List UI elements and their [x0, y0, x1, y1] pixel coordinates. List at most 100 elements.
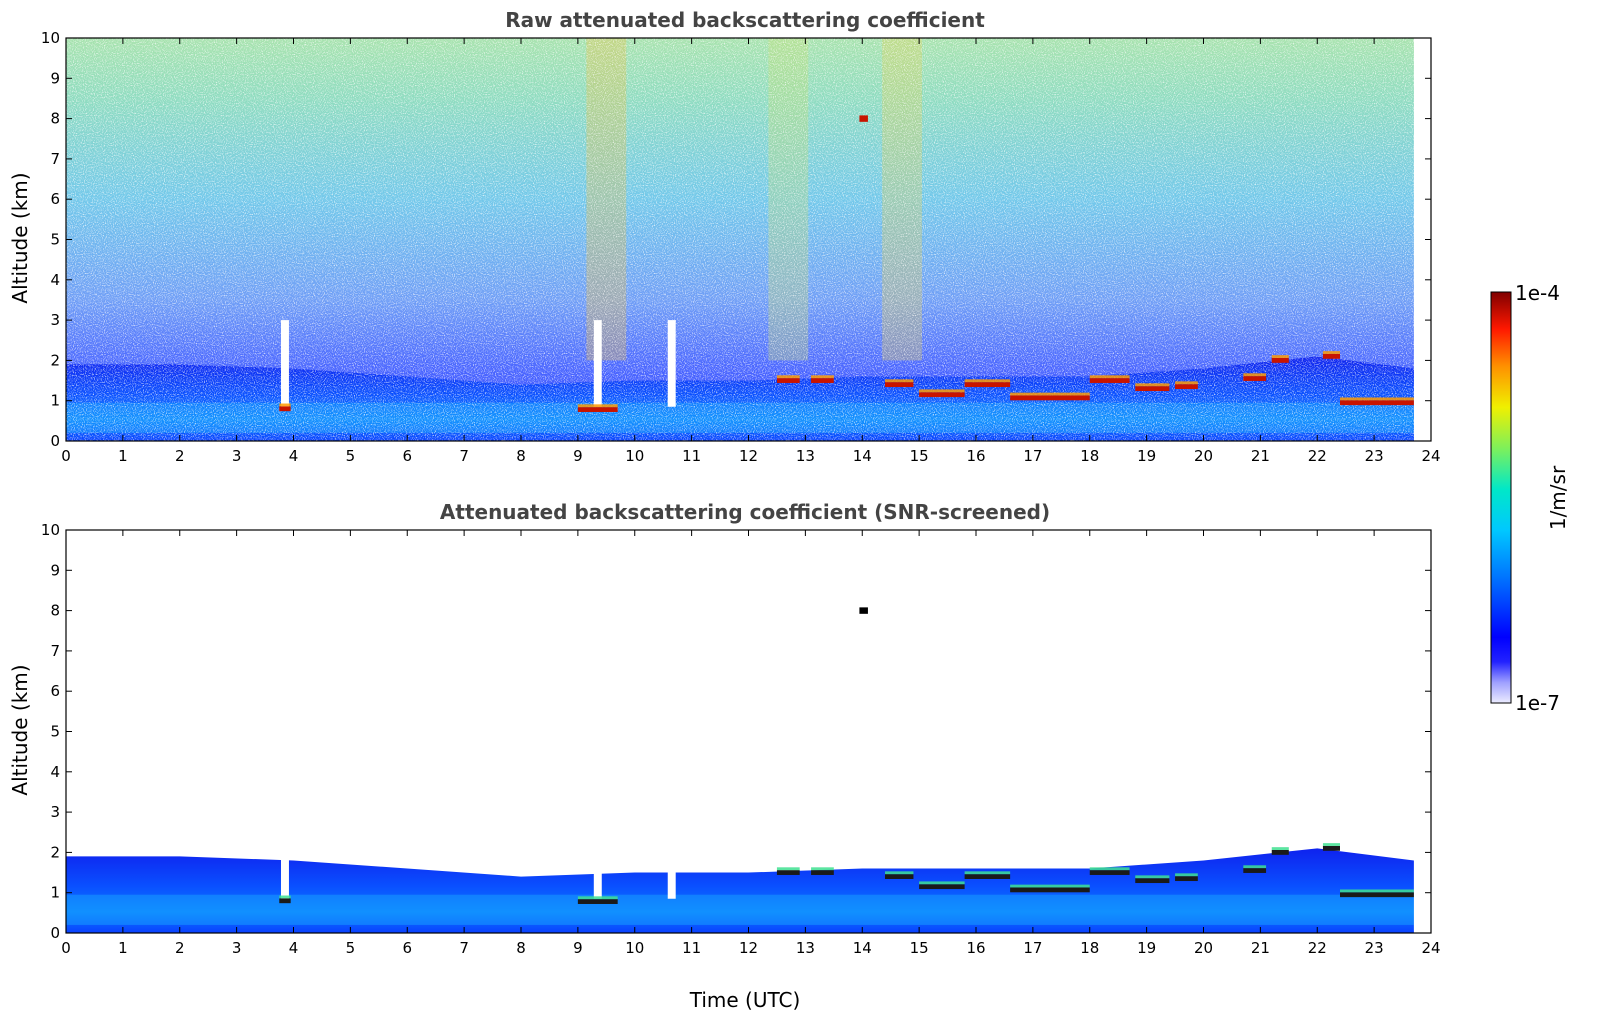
cloud-edge-11	[1243, 865, 1267, 869]
y-tick-label: 7	[50, 642, 60, 660]
colorbar-unit-label: 1/m/sr	[1546, 465, 1570, 530]
cloud-edge-8	[1089, 375, 1130, 379]
rain-gap-1	[593, 852, 602, 899]
x-tick-label: 21	[1251, 939, 1270, 957]
y-tick-label: 9	[50, 69, 60, 87]
cloud-edge-6	[964, 379, 1011, 383]
rain-gap-0	[280, 852, 289, 899]
cloud-segment-3	[811, 378, 834, 383]
x-tick-label: 19	[1137, 447, 1156, 465]
cloud-segment-13	[1322, 353, 1340, 359]
y-tick-label: 0	[50, 432, 60, 450]
cloud-edge-7	[1010, 884, 1090, 888]
cloud-edge-9	[1135, 875, 1170, 879]
cloud-edge-12	[1271, 847, 1289, 850]
cloud-edge-2	[776, 375, 800, 379]
panel-1-title: Raw attenuated backscattering coefficien…	[505, 8, 985, 32]
x-tick-label: 16	[966, 939, 985, 957]
cloud-segment-4	[885, 874, 914, 879]
cloud-segment-2	[776, 870, 800, 875]
cloud-edge-8	[1089, 867, 1130, 871]
y-tick-label: 0	[50, 924, 60, 942]
x-tick-label: 22	[1308, 447, 1327, 465]
x-tick-label: 3	[232, 939, 242, 957]
colorbar-gradient	[1490, 291, 1512, 704]
rain-gap-2	[667, 852, 676, 899]
no-data-region	[1413, 38, 1431, 441]
x-tick-label: 4	[289, 447, 299, 465]
x-tick-label: 13	[796, 939, 815, 957]
panel-1-y-axis: 0 1 2 3 4 5 6 7 8 9 10	[41, 29, 1431, 450]
y-tick-label: 10	[41, 29, 60, 47]
x-tick-label: 16	[966, 447, 985, 465]
x-tick-label: 2	[175, 939, 185, 957]
cloud-edge-1	[577, 896, 618, 900]
x-tick-label: 17	[1023, 447, 1042, 465]
cloud-segment-0	[279, 406, 291, 412]
y-tick-label: 5	[50, 231, 60, 249]
panel-2-y-label: Altitude (km)	[8, 664, 32, 795]
cloud-segment-6	[964, 382, 1011, 387]
x-tick-label: 18	[1080, 939, 1099, 957]
y-tick-label: 8	[50, 110, 60, 128]
x-tick-label: 24	[1421, 939, 1440, 957]
x-tick-label: 10	[625, 939, 644, 957]
cloud-edge-13	[1322, 843, 1340, 846]
y-tick-label: 4	[50, 763, 60, 781]
x-tick-label: 0	[61, 447, 71, 465]
cloud-segment-6	[964, 874, 1011, 879]
cloud-segment-9	[1135, 878, 1170, 884]
x-axis-label: Time (UTC)	[689, 988, 801, 1012]
y-tick-label: 6	[50, 190, 60, 208]
y-tick-label: 10	[41, 521, 60, 539]
raw-backscatter-panel: Raw attenuated backscattering coefficien…	[8, 8, 1441, 465]
cloud-segment-8	[1089, 870, 1130, 875]
cloud-segment-7	[1010, 395, 1090, 401]
cloud-segment-10	[1175, 384, 1198, 390]
x-tick-label: 14	[853, 447, 872, 465]
cloud-segment-5	[919, 884, 965, 890]
y-tick-label: 3	[50, 311, 60, 329]
x-tick-label: 0	[61, 939, 71, 957]
x-tick-label: 5	[346, 939, 356, 957]
cloud-edge-13	[1322, 351, 1340, 354]
cloud-edge-1	[577, 404, 618, 408]
cloud-segment-5	[919, 392, 965, 398]
cloud-segment-7	[1010, 887, 1090, 893]
x-tick-label: 14	[853, 939, 872, 957]
panel-2-heatmap	[66, 530, 1431, 933]
rain-gap-2	[667, 320, 676, 407]
x-tick-label: 5	[346, 447, 356, 465]
x-tick-label: 1	[118, 447, 128, 465]
cloud-edge-14	[1340, 397, 1414, 401]
panel-2-x-axis: 0 1 2 3 4 5 6 7 8 9 10 11 12 13 14 15 16 17 18 19 20 21 22 23 24	[61, 530, 1441, 957]
no-data-region	[1413, 530, 1431, 933]
cloud-segment-1	[577, 407, 618, 412]
panel-2-title: Attenuated backscattering coefficient (S…	[440, 500, 1050, 524]
x-tick-label: 24	[1421, 447, 1440, 465]
cloud-edge-3	[811, 375, 834, 379]
y-tick-label: 6	[50, 682, 60, 700]
x-tick-label: 12	[739, 939, 758, 957]
y-tick-label: 7	[50, 150, 60, 168]
y-tick-label: 1	[50, 884, 60, 902]
panel-2-y-axis: 0 1 2 3 4 5 6 7 8 9 10	[41, 521, 1431, 942]
noise-speckle	[66, 38, 1414, 441]
x-tick-label: 20	[1194, 447, 1213, 465]
cloud-segment-9	[1135, 386, 1170, 392]
rain-gap-0	[280, 320, 289, 407]
cloud-edge-2	[776, 867, 800, 871]
x-tick-label: 8	[516, 939, 526, 957]
y-tick-label: 3	[50, 803, 60, 821]
x-tick-label: 8	[516, 447, 526, 465]
x-tick-label: 22	[1308, 939, 1327, 957]
y-tick-label: 5	[50, 723, 60, 741]
x-tick-label: 21	[1251, 447, 1270, 465]
cloud-segment-12	[1271, 357, 1289, 363]
x-tick-label: 23	[1365, 939, 1384, 957]
x-tick-label: 9	[573, 447, 583, 465]
colorbar: 1e-4 1e-7 1/m/sr	[1490, 281, 1570, 715]
cloud-segment-11	[1243, 868, 1267, 873]
x-tick-label: 19	[1137, 939, 1156, 957]
